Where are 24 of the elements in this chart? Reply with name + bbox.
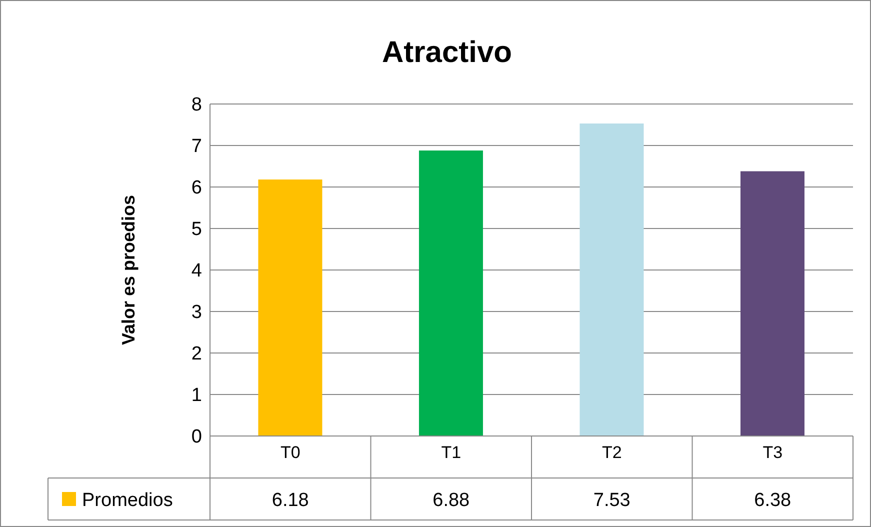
y-tick-label: 1 [191,385,202,406]
y-tick-label: 7 [191,136,202,158]
data-label: 6.18 [272,490,309,511]
y-tick-label: 0 [191,426,202,448]
bar [580,124,644,436]
bar [418,150,483,436]
y-tick-label: 4 [191,260,202,282]
x-tick-label: T0 [280,443,300,462]
y-tick-label: 8 [191,94,202,116]
x-tick-label: T1 [441,443,462,462]
x-tick-label: T2 [602,443,622,462]
y-tick-label: 2 [191,344,202,365]
bar [258,180,322,436]
chart-title: Atractivo [382,36,512,69]
y-axis-title: Valor es proedios [118,194,138,346]
y-tick-label: 6 [191,178,202,199]
data-label: 6.88 [432,490,470,511]
bar [740,171,804,436]
data-label: 7.53 [593,490,630,511]
y-tick-label: 5 [191,219,202,240]
y-tick-label: 3 [191,302,202,324]
legend-label: Promedios [82,490,173,511]
x-tick-label: T3 [762,443,783,462]
data-label: 6.38 [754,490,792,511]
